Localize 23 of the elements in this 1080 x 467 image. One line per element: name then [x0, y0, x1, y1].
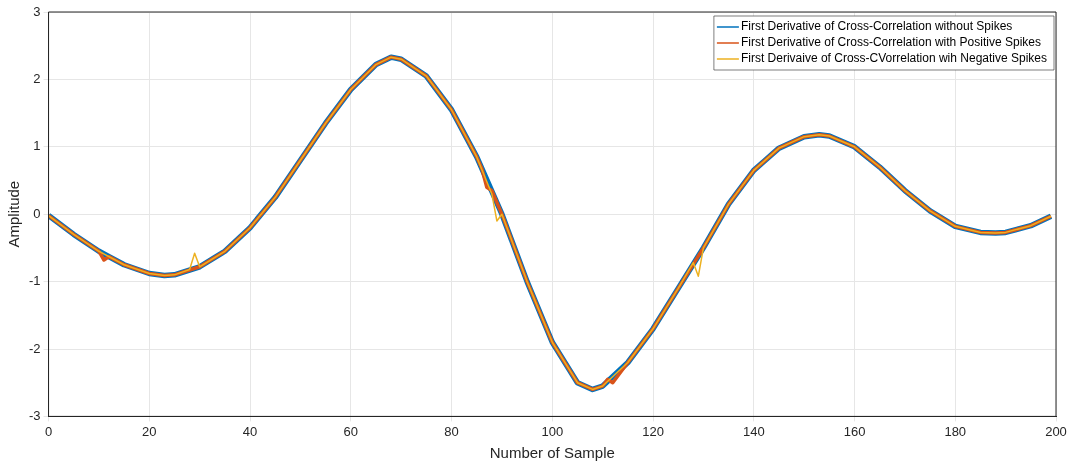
y-tick-label: 0 — [33, 205, 41, 221]
x-tick-label: 140 — [742, 423, 765, 439]
x-tick-label: 100 — [541, 423, 564, 439]
x-tick-label: 80 — [444, 423, 459, 439]
x-tick-label: 120 — [642, 423, 664, 439]
y-tick-label: 3 — [33, 3, 41, 19]
x-tick-label: 60 — [343, 423, 359, 439]
legend-label: First Derivative of Cross-Correlation without Spikes — [740, 19, 1013, 34]
y-axis-title: Amplitude — [5, 180, 23, 248]
x-tick-label: 160 — [843, 423, 866, 439]
y-tick-label: 2 — [33, 70, 41, 86]
y-tick-label: -3 — [29, 407, 41, 423]
y-tick-label: -1 — [29, 273, 41, 289]
y-tick-label: 1 — [33, 138, 41, 154]
y-tick-label: -2 — [29, 340, 41, 356]
x-tick-label: 200 — [1045, 423, 1067, 439]
legend-label: First Derivaive of Cross-CVorrelation wih Negative Spikes — [740, 51, 1047, 66]
legend-label: First Derivative of Cross-Correlation with Positive Spikes — [740, 35, 1041, 50]
x-axis-title: Number of Sample — [489, 444, 615, 462]
x-tick-label: 0 — [44, 423, 53, 439]
x-tick-label: 40 — [242, 423, 258, 439]
x-tick-label: 180 — [944, 423, 967, 439]
x-tick-label: 20 — [142, 423, 157, 439]
